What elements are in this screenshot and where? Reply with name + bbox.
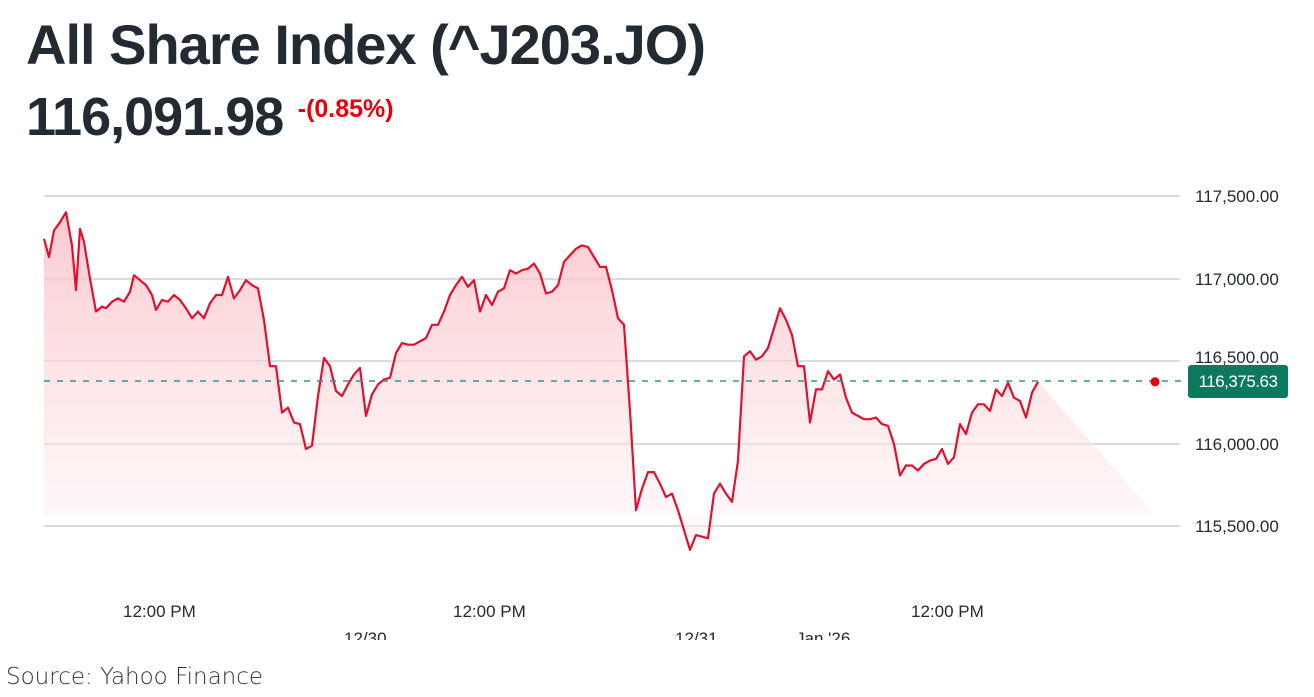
y-tick-label: 115,500.00: [1195, 517, 1279, 536]
price-line: [42, 211, 1039, 551]
x-axis: 12:00 PM 12:00 PM 12:00 PM 12/30 12/31 J…: [123, 602, 984, 640]
y-tick-label: 116,000.00: [1195, 435, 1279, 454]
y-axis: 117,500.00 117,000.00 116,500.00 116,000…: [1195, 187, 1279, 536]
price-row: 116,091.98 -(0.85%): [26, 84, 394, 150]
source-caption: Source: Yahoo Finance: [6, 664, 264, 690]
price-area-fill: [44, 212, 1155, 550]
x-date-label: 12/30: [344, 629, 387, 640]
x-date-label: 12/31: [675, 629, 718, 640]
x-time-label: 12:00 PM: [453, 602, 526, 621]
x-time-label: 12:00 PM: [911, 602, 984, 621]
last-price-dot: [1150, 377, 1160, 387]
x-time-label: 12:00 PM: [123, 602, 196, 621]
y-tick-label: 117,000.00: [1195, 270, 1279, 289]
price-change-badge: -(0.85%): [297, 95, 394, 123]
y-tick-label: 116,500.00: [1195, 348, 1279, 367]
y-tick-label: 117,500.00: [1195, 187, 1279, 206]
price-chart[interactable]: 117,500.00 117,000.00 116,500.00 116,000…: [0, 170, 1314, 640]
current-price-tag: 116,375.63: [1188, 365, 1288, 398]
page-title: All Share Index (^J203.JO): [26, 13, 706, 76]
x-date-label: Jan '26: [796, 629, 850, 640]
current-price: 116,091.98: [26, 87, 284, 147]
